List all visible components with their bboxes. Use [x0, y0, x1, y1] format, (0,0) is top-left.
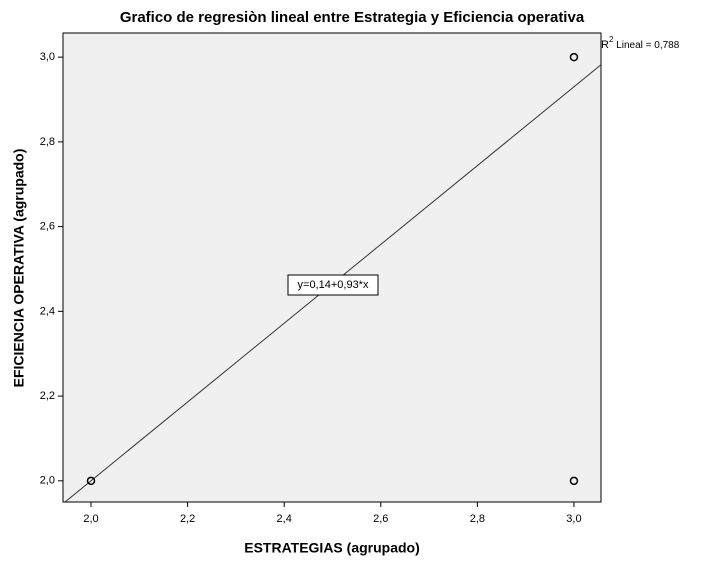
x-tick-label: 2,0	[83, 513, 98, 525]
x-tick-label: 2,2	[180, 513, 195, 525]
y-tick-label: 2,2	[40, 390, 55, 402]
y-tick-label: 2,8	[40, 136, 55, 148]
x-tick-label: 2,8	[470, 513, 485, 525]
r2-sup: 2	[609, 35, 614, 44]
x-tick-label: 2,6	[373, 513, 388, 525]
r2-base: R	[601, 39, 609, 51]
plot-area	[62, 32, 602, 503]
y-tick-label: 2,0	[40, 475, 55, 487]
point	[569, 52, 579, 62]
equation-label: y=0,14+0,93*x	[298, 279, 369, 291]
equation-box	[287, 274, 379, 296]
chart-title: Grafico de regresiòn lineal entre Estrat…	[120, 9, 585, 26]
y-tick-label: 3,0	[40, 51, 55, 63]
r2-annotation: R2 Lineal = 0,788	[601, 35, 680, 51]
x-axis-label: ESTRATEGIAS (agrupado)	[244, 540, 420, 556]
y-tick-label: 2,4	[40, 305, 55, 317]
y-tick-label: 2,6	[40, 221, 55, 233]
point	[86, 476, 96, 486]
point	[569, 476, 579, 486]
y-axis-label: EFICIENCIA OPERATIVA (agrupado)	[11, 149, 27, 388]
r2-rest: Lineal = 0,788	[613, 40, 679, 51]
x-tick-label: 3,0	[566, 513, 581, 525]
x-tick-label: 2,4	[277, 513, 292, 525]
